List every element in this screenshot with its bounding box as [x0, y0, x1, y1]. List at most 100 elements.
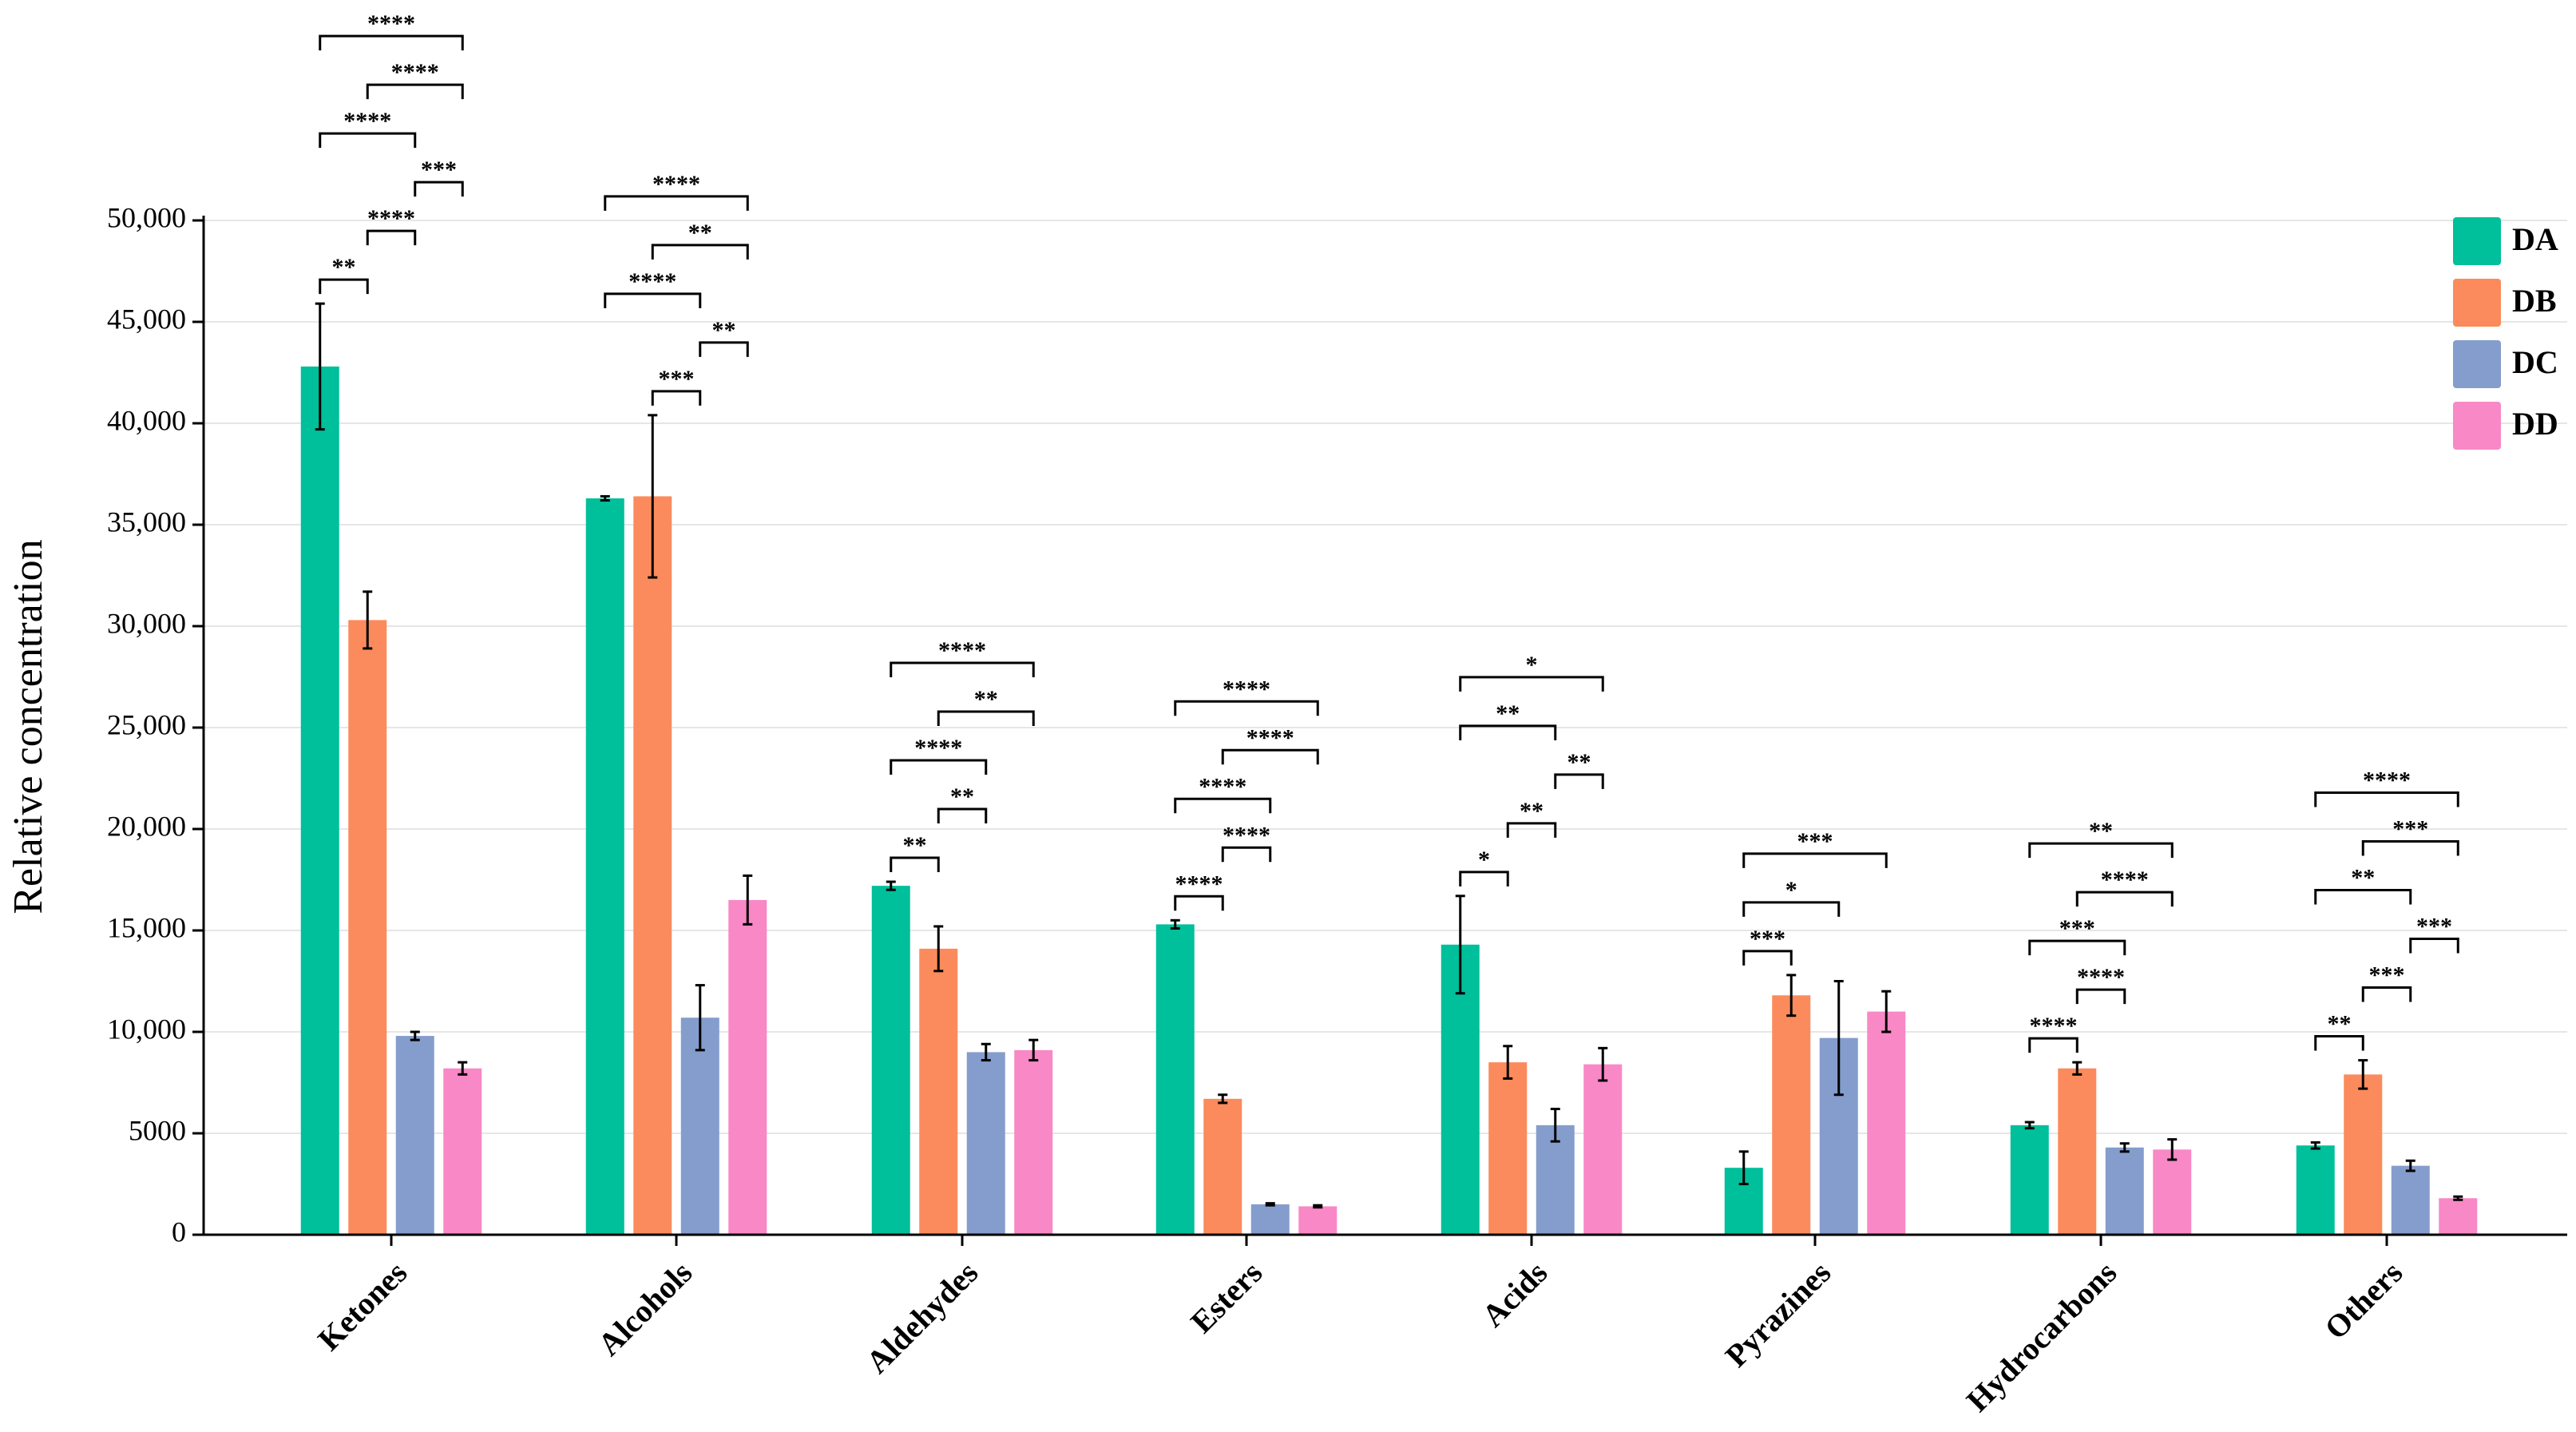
legend-item-db: DB [2453, 279, 2557, 327]
significance-bracket: **** [319, 108, 417, 149]
bar-dd [1014, 1049, 1053, 1235]
bar-da [2010, 1125, 2049, 1235]
y-tick-label: 35,000 [107, 506, 186, 537]
significance-label: **** [1223, 676, 1270, 702]
significance-label: **** [914, 735, 962, 761]
significance-bracket: **** [1174, 676, 1319, 716]
error-bar [600, 494, 610, 502]
significance-bracket: ** [699, 317, 749, 357]
error-bar [886, 880, 896, 891]
significance-label: **** [628, 268, 676, 295]
significance-label: ** [2089, 818, 2113, 844]
significance-bracket: **** [890, 735, 988, 776]
legend-item-dd: DD [2453, 402, 2558, 450]
gridlines [204, 220, 2567, 1134]
significance-label: ** [332, 254, 356, 280]
significance-label: *** [2059, 915, 2095, 942]
significance-label: * [1478, 847, 1490, 873]
bar-dd [2439, 1198, 2478, 1235]
significance-label: ** [1496, 700, 1520, 727]
bar-dd [2153, 1149, 2192, 1235]
significance-label: *** [659, 366, 695, 392]
significance-label: **** [1199, 773, 1246, 799]
error-bar [1028, 1038, 1039, 1062]
y-tick-label: 45,000 [107, 303, 186, 335]
significance-label: ** [2328, 1011, 2352, 1037]
legend: DA DB DC DD [2453, 217, 2558, 450]
x-tick-label: Esters [1183, 1255, 1269, 1340]
error-bar [1170, 918, 1180, 930]
error-bar [1455, 895, 1465, 995]
significance-label: *** [421, 157, 457, 183]
x-tick-label: Alcohols [591, 1255, 699, 1363]
significance-label: *** [1797, 828, 1833, 855]
significance-bracket: *** [2409, 914, 2459, 954]
error-bar [1503, 1045, 1513, 1080]
bars [300, 366, 2478, 1235]
y-tick-label: 20,000 [107, 810, 186, 842]
legend-swatch [2453, 217, 2501, 265]
error-bar [1833, 980, 1844, 1097]
significance-bracket: ** [651, 220, 749, 260]
bar-dc [395, 1036, 434, 1235]
significance-bracket: *** [2361, 816, 2459, 856]
error-bar [2072, 1061, 2083, 1076]
significance-label: *** [2369, 962, 2405, 989]
legend-label: DD [2512, 406, 2558, 442]
bar-dc [1536, 1125, 1575, 1235]
significance-label: ** [712, 317, 736, 343]
error-bar [981, 1042, 991, 1062]
error-bar [458, 1061, 468, 1076]
significance-label: ** [950, 783, 974, 810]
error-bar [2024, 1121, 2035, 1130]
significance-label: **** [391, 59, 439, 85]
error-bar [648, 414, 658, 579]
bar-db [2344, 1074, 2383, 1235]
significance-bracket: *** [651, 366, 702, 406]
bar-dd [1583, 1064, 1623, 1235]
legend-item-da: DA [2453, 217, 2558, 265]
bar-db [1203, 1098, 1242, 1235]
significance-label: **** [367, 10, 415, 37]
error-bar [2119, 1142, 2130, 1153]
significance-bracket: **** [1174, 773, 1272, 814]
bar-db [348, 620, 387, 1235]
x-tick-label: Hydrocarbons [1960, 1255, 2124, 1419]
significance-bracket: ** [937, 686, 1035, 727]
significance-bracket: **** [604, 171, 749, 211]
y-axis-label: Relative concentration [6, 539, 51, 914]
bar-dc [2391, 1165, 2430, 1235]
error-bar [2405, 1159, 2415, 1172]
bar-dc [966, 1052, 1005, 1235]
x-tick-label: Ketones [311, 1255, 414, 1358]
error-bar [1218, 1093, 1228, 1105]
error-bar [1550, 1108, 1560, 1143]
error-bar [1881, 990, 1892, 1033]
error-bar [933, 925, 944, 973]
bar-db [1772, 995, 1811, 1235]
significance-bracket: **** [366, 205, 417, 246]
significance-label: **** [938, 637, 986, 664]
error-bar [1265, 1202, 1275, 1207]
error-bar [1598, 1046, 1608, 1082]
significance-label: **** [2077, 964, 2125, 990]
y-tick-label: 0 [172, 1216, 186, 1248]
bar-dc [1250, 1204, 1290, 1235]
bar-dc [680, 1017, 719, 1235]
significance-bracket: *** [414, 157, 464, 197]
legend-swatch [2453, 279, 2501, 327]
legend-swatch [2453, 402, 2501, 450]
significance-bracket: **** [2075, 964, 2126, 1005]
significance-label: *** [1750, 926, 1785, 952]
significance-label: * [1785, 877, 1797, 903]
significance-bracket: **** [604, 268, 702, 308]
error-bar [1738, 1150, 1749, 1185]
significance-label: ** [1567, 749, 1591, 776]
significance-bracket: ** [2314, 1011, 2364, 1051]
bar-db [633, 496, 672, 1235]
legend-label: DC [2512, 344, 2558, 380]
significance-bracket: **** [1221, 822, 1272, 863]
significance-bracket: * [1459, 652, 1604, 692]
x-tick-label: Acids [1475, 1255, 1554, 1334]
significance-label: **** [1175, 871, 1223, 897]
